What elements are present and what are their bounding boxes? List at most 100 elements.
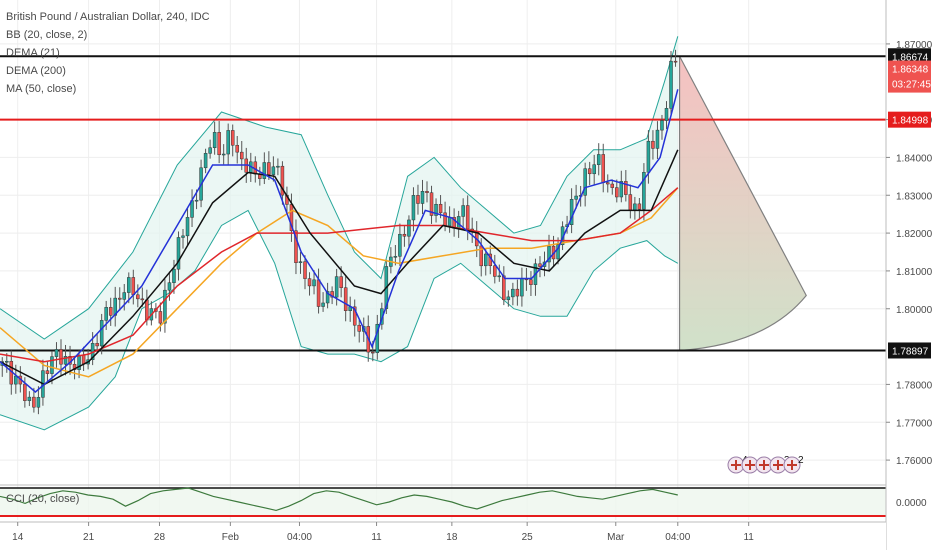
candle-body [393,256,398,258]
candle-body [117,297,122,300]
candle-body [420,191,425,204]
candle-body [271,166,276,175]
candle-body [5,360,9,363]
horizontal-levels[interactable] [0,55,886,352]
candle-body [664,108,669,121]
candle-body [99,320,104,347]
candle-body [122,292,127,300]
candle-body [434,203,438,216]
candle-body [633,203,637,211]
last-price-badge[interactable] [888,60,931,93]
flag-cross-icon [759,460,769,470]
flag-cross-icon [787,460,797,470]
level-badge[interactable] [888,111,931,128]
candle-body [226,130,230,155]
candle-body [63,356,68,365]
candle-body [601,154,605,183]
candle-body [276,165,280,168]
time-tick-label: 28 [154,532,166,543]
indicator-bb-label[interactable]: BB (20, close, 2) [6,29,87,41]
indicator-dema21-label[interactable]: DEMA (21) [6,47,60,59]
candle-body [398,233,402,257]
candle-body [203,153,208,169]
candle-body [208,147,212,154]
candle-body [511,288,515,298]
candle-body [131,277,136,296]
bb-fill [0,36,678,430]
time-axis[interactable]: 14 21 28 Feb 04:00 11 18 25 Mar 04:00 11 [0,521,886,550]
level-badge-label: 1.86674 [892,52,929,63]
candle-body [416,195,420,204]
candle-body [217,132,221,156]
cci-label[interactable]: CCI (20, close) [6,493,79,505]
candle-body [343,287,348,311]
candle-body [104,307,108,321]
candle-body [642,172,646,210]
price-tick-label: 1.84000 [896,153,932,164]
price-tick-label: 1.78000 [896,380,932,391]
candle-body [515,288,520,297]
candle-body [673,60,678,63]
price-tick-label: 1.77000 [896,418,932,429]
candle-body [483,253,488,267]
last-price-label: 1.86348 [892,65,929,76]
indicator-ma50-label[interactable]: MA (50, close) [6,83,76,95]
cci-pane [0,484,886,517]
candle-body [127,277,131,293]
candle-body [108,307,113,316]
candle-body [95,343,99,347]
candle-body [556,244,560,260]
time-tick-label: 11 [371,532,382,543]
time-tick-label: 21 [83,532,95,543]
candle-body [375,323,380,354]
time-tick-label: 11 [743,532,754,543]
candle-body [660,120,664,131]
candle-body [194,199,199,202]
time-tick-label: Mar [607,532,625,543]
candle-body [330,291,334,298]
candle-body [506,296,511,301]
level-badge[interactable] [888,342,931,359]
ma50-black-line [0,149,679,386]
candle-body [59,349,63,365]
candle-body [574,195,578,200]
candle-body [230,130,235,146]
time-tick-label: Feb [222,532,240,543]
candle-body [334,276,339,298]
candle-body [321,302,325,307]
candle-body [606,182,610,185]
candle-body [262,162,267,179]
price-tick-label: 1.80000 [896,305,932,316]
candle-body [465,205,470,230]
candle-body [352,306,357,326]
indicator-dema200-label[interactable]: DEMA (200) [6,65,66,77]
level-badge[interactable] [888,48,931,65]
candle-body [221,153,226,156]
cci-band [0,488,886,516]
candle-body [447,217,452,227]
candle-body [624,181,628,195]
candle-body [167,282,172,291]
event-badges[interactable]: 432 [727,455,804,474]
candle-body [619,181,624,198]
event-count: 2 [798,455,804,466]
candle-body [637,203,642,210]
candle-body [235,144,239,153]
price-axis[interactable]: 1.870001.850001.840001.830001.820001.810… [885,0,932,550]
candle-body [651,140,655,149]
candle-body [339,276,343,288]
cci-tick-label: 0.0000 [896,498,927,509]
candle-body [312,279,316,287]
level-badge-label: 1.84998 [892,116,929,127]
time-axis-bg [0,522,886,550]
candle-body [81,355,86,365]
candle-body [520,278,524,297]
indicator-lines [0,89,679,393]
candle-body [163,289,167,324]
time-tick-label: 18 [446,532,458,543]
candle-body [36,397,41,408]
flag-cross-icon [731,460,741,470]
candle-body [655,129,660,149]
flag-cross-icon [773,460,783,470]
